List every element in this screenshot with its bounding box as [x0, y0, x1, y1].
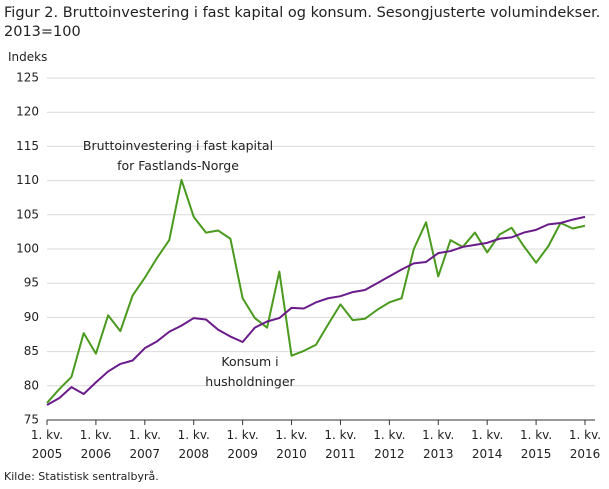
y-axis-label: Indeks — [8, 50, 48, 64]
x-tick-label: 1. kv. 2010 — [275, 428, 308, 461]
x-tick-label: 1. kv. 2015 — [519, 428, 553, 461]
x-tick-label: 1. kv. 2005 — [30, 428, 64, 461]
y-tick-label: 120 — [16, 105, 39, 119]
x-tick-label: 1. kv. 2013 — [422, 428, 455, 461]
x-tick-label: 1. kv. 2009 — [226, 428, 259, 461]
y-tick-label: 105 — [16, 207, 39, 221]
series-label: Konsum i husholdninger — [205, 354, 295, 389]
y-tick-label: 95 — [24, 276, 39, 290]
y-tick-label: 125 — [16, 71, 39, 85]
y-tick-label: 85 — [24, 344, 39, 358]
x-tick-label: 1. kv. 2006 — [79, 428, 112, 461]
y-tick-label: 90 — [24, 310, 39, 324]
y-tick-label: 100 — [16, 242, 39, 256]
x-tick-label: 1. kv. 2007 — [128, 428, 161, 461]
x-tick-label: 1. kv. 2016 — [568, 428, 602, 461]
x-tick-label: 1. kv. 2008 — [177, 428, 210, 461]
y-tick-label: 80 — [24, 378, 39, 392]
y-tick-label: 110 — [16, 173, 39, 187]
chart-title: Figur 2. Bruttoinvestering i fast kapita… — [4, 5, 601, 40]
x-tick-label: 1. kv. 2014 — [471, 428, 504, 461]
x-tick-label: 1. kv. 2012 — [373, 428, 406, 461]
series-line — [46, 178, 586, 404]
x-tick-label: 1. kv. 2011 — [324, 428, 357, 461]
y-tick-label: 75 — [24, 413, 39, 427]
series-label: Bruttoinvestering i fast kapital for Fas… — [82, 138, 274, 173]
series-line — [46, 215, 586, 406]
y-tick-label: 115 — [16, 139, 39, 153]
source: Kilde: Statistisk sentralbyrå. — [4, 470, 159, 483]
